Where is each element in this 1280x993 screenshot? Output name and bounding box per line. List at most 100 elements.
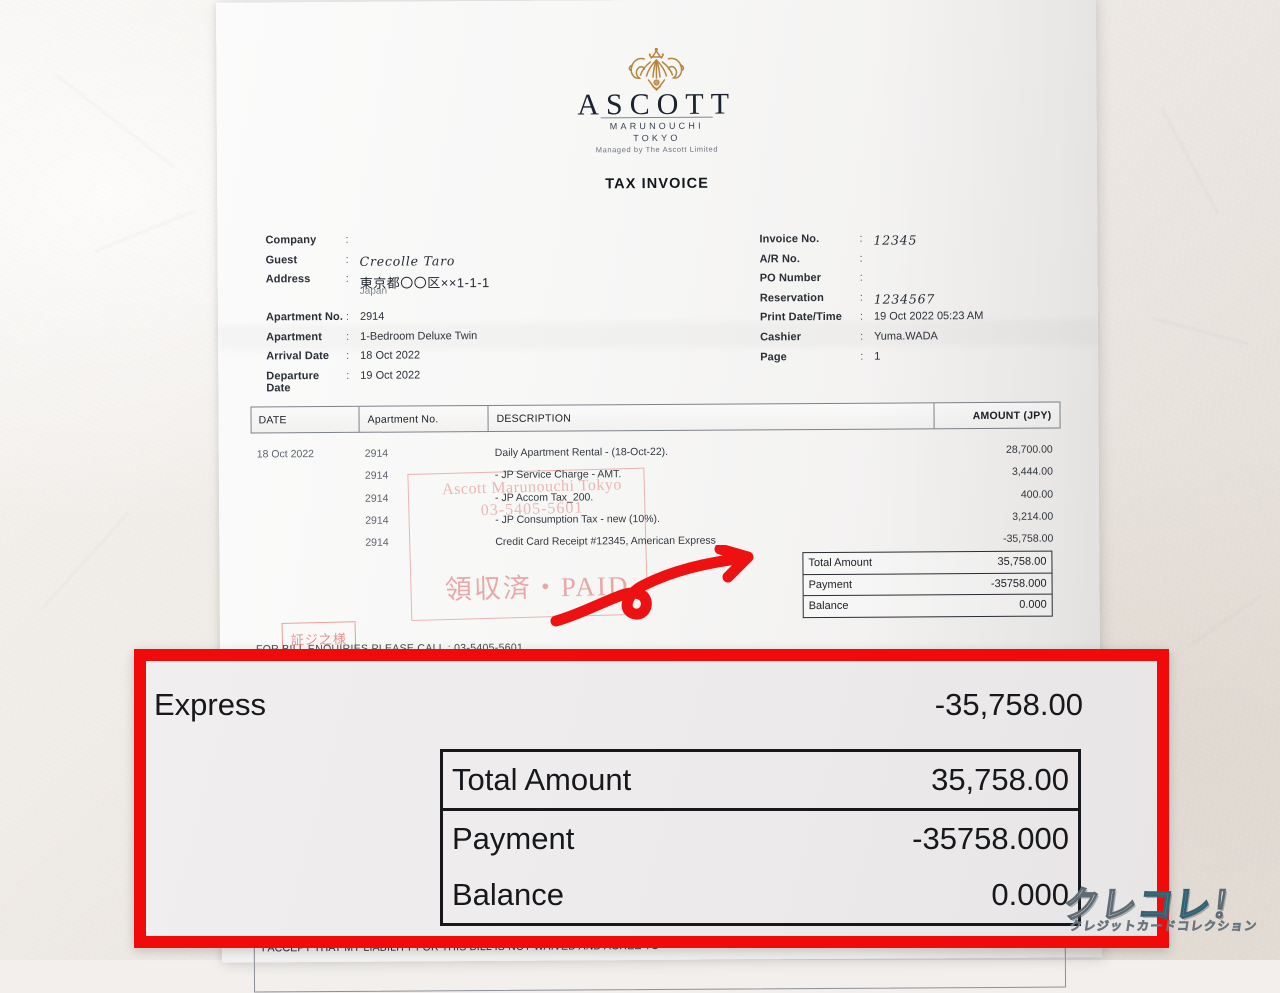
detail-value: 1 [874, 350, 881, 363]
detail-colon: : [346, 369, 350, 382]
detail-row: Arrival Date:18 Oct 2022 [266, 349, 490, 370]
cell-apartment: 2914 [364, 447, 389, 460]
detail-label: Apartment [266, 330, 322, 344]
zoom-payment-label: Payment [452, 821, 575, 856]
cell-date [251, 476, 357, 477]
detail-label: Invoice No. [759, 233, 820, 246]
payment-value: -35758.000 [990, 577, 1047, 590]
desk-crease [41, 512, 129, 610]
ascott-lion-crest-icon [608, 45, 704, 99]
desk-crease [1151, 317, 1248, 345]
cell-apartment: 2914 [365, 492, 389, 505]
detail-row: Print Date/Time:19 Oct 2022 05:23 AM [760, 310, 984, 331]
detail-colon: : [859, 232, 863, 245]
cell-apartment: 2914 [364, 470, 389, 483]
detail-value-sub: Japan [359, 285, 388, 298]
cell-description: - JP Service Charge - AMT. [494, 468, 622, 482]
detail-label: Arrival Date [266, 350, 330, 363]
zoom-balance-row: Balance 0.000 [443, 867, 1078, 923]
cell-date [251, 521, 357, 522]
cell-apartment: 2914 [365, 514, 389, 527]
cell-amount: 3,444.00 [1011, 466, 1053, 479]
detail-row: PO Number: [760, 271, 984, 292]
zoom-total-amount-label: Total Amount [452, 762, 632, 797]
desk-crease [1161, 108, 1219, 215]
balance-value: 0.000 [1019, 599, 1047, 612]
detail-label: Page [760, 350, 787, 363]
detail-value: 18 Oct 2022 [360, 349, 421, 363]
detail-value: 19 Oct 2022 05:23 AM [873, 310, 984, 324]
detail-colon: : [859, 271, 863, 284]
totals-box: Total Amount 35,758.00 Payment -35758.00… [802, 550, 1053, 618]
column-header-date: DATE [258, 413, 287, 426]
zoom-payment-row: Payment -35758.000 [443, 811, 1078, 867]
detail-row: Guest: Crecolle Taro [266, 253, 490, 274]
column-header-description: DESCRIPTION [487, 403, 934, 432]
detail-label: Address [265, 273, 311, 286]
detail-value: Crecolle Taro [359, 252, 456, 269]
site-watermark: クレコレ！ クレジットカードコレクション [1060, 876, 1264, 942]
detail-value: 19 Oct 2022 [360, 369, 421, 382]
red-curly-arrow-icon [548, 543, 778, 635]
detail-colon: : [859, 291, 863, 304]
detail-label: Print Date/Time [759, 311, 842, 324]
detail-value: 1-Bedroom Deluxe Twin [360, 329, 478, 343]
payment-label: Payment [808, 578, 853, 591]
detail-row-sub: Japan [266, 285, 490, 311]
cell-amount: 400.00 [1020, 488, 1054, 501]
guest-details-block: Company: Guest: Crecolle Taro Address: 東京都… [265, 233, 490, 394]
detail-row: Cashier: Yuma.WADA [760, 330, 984, 351]
detail-colon: : [860, 350, 864, 363]
cell-amount: -35,758.00 [1003, 532, 1054, 546]
detail-row: Page:1 [760, 350, 984, 371]
total-amount-label: Total Amount [808, 556, 873, 570]
watermark-subtitle: クレジットカードコレクション [1068, 919, 1259, 934]
detail-label: Departure Date [266, 370, 320, 395]
desk-crease [1188, 594, 1263, 647]
invoice-details-block: Invoice No.:12345 A/R No.: PO Number: Re… [759, 232, 983, 371]
desk-crease [55, 74, 174, 168]
detail-label: PO Number [759, 272, 822, 285]
detail-row: Reservation:1234567 [760, 291, 984, 312]
zoom-balance-label: Balance [452, 877, 565, 912]
detail-row: Company: [265, 233, 489, 254]
detail-value: 12345 [873, 232, 918, 248]
detail-row: Apartment No.:2914 [266, 310, 490, 331]
zoom-callout-content: Express -35,758.00 Total Amount 35,758.0… [146, 661, 1157, 936]
balance-label: Balance [808, 600, 849, 613]
zoom-totals-box: Total Amount 35,758.00 Payment -35758.00… [440, 749, 1081, 926]
zoom-total-amount-row: Total Amount 35,758.00 [443, 752, 1078, 811]
detail-label: Guest [265, 253, 298, 266]
detail-row: Apartment:1-Bedroom Deluxe Twin [266, 330, 490, 351]
detail-label: A/R No. [759, 252, 801, 265]
cell-amount: 28,700.00 [1006, 443, 1053, 457]
brand-location-line1: MARUNOUCHI [609, 120, 704, 132]
balance-row: Balance 0.000 [804, 595, 1052, 617]
zoom-total-amount-value: 35,758.00 [931, 762, 1069, 797]
detail-value: 1234567 [873, 291, 936, 307]
detail-colon: : [345, 311, 350, 324]
cell-description: - JP Consumption Tax - new (10%). [495, 513, 660, 527]
detail-label: Cashier [760, 331, 802, 344]
total-amount-value: 35,758.00 [997, 555, 1047, 569]
brand-location: MARUNOUCHI TOKYO [610, 120, 704, 145]
cell-amount: 3,214.00 [1012, 510, 1054, 523]
document-title: TAX INVOICE [605, 175, 710, 193]
detail-row: Departure Date:19 Oct 2022 [266, 369, 490, 394]
detail-colon: : [346, 330, 350, 343]
detail-colon: : [345, 233, 349, 246]
brand-managed-by: Managed by The Ascott Limited [595, 144, 719, 155]
zoom-callout-box: Express -35,758.00 Total Amount 35,758.0… [134, 649, 1169, 948]
column-header-apartment: Apartment No. [358, 406, 488, 432]
cell-date: 18 Oct 2022 [256, 448, 315, 461]
zoom-payment-value: -35758.000 [912, 821, 1069, 856]
detail-colon: : [859, 311, 864, 324]
total-amount-row: Total Amount 35,758.00 [803, 551, 1052, 575]
cell-date [251, 499, 357, 500]
detail-label: Reservation [759, 291, 824, 305]
invoice-paper: ASCOTT MARUNOUCHI TOKYO Managed by The A… [216, 0, 1102, 993]
line-items-table: DATE Apartment No. DESCRIPTION AMOUNT (J… [250, 401, 1061, 555]
detail-colon: : [859, 252, 863, 265]
cell-description: Daily Apartment Rental - (18-Oct-22). [494, 446, 669, 460]
zoom-partial-description: Express [154, 687, 266, 722]
